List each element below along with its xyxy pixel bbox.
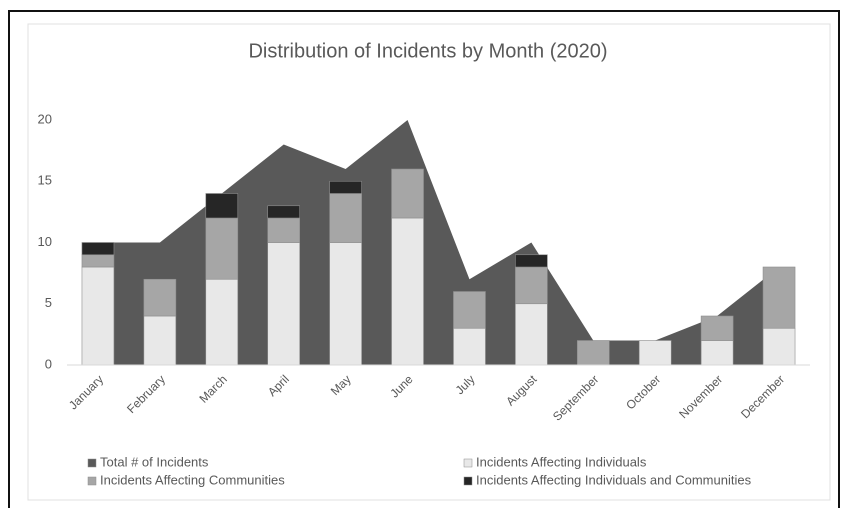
bar-segment [205, 193, 239, 219]
bar-segment [81, 266, 115, 366]
bar-segment [638, 340, 672, 366]
bar-segment [81, 242, 115, 256]
bar-segment [81, 254, 115, 268]
bar-segment [391, 168, 424, 219]
legend-label: Incidents Affecting Individuals [476, 454, 647, 469]
y-tick-label: 10 [38, 234, 52, 249]
legend-swatch [463, 458, 473, 468]
bar-segment [143, 278, 177, 317]
bar-segment [267, 242, 301, 366]
bar-segment [267, 205, 301, 219]
bar-segment [515, 266, 548, 305]
bar-segment [453, 291, 486, 329]
bar-segment [329, 193, 362, 243]
y-tick-label: 5 [45, 295, 52, 310]
bar-segment [576, 340, 610, 366]
y-tick-label: 20 [38, 111, 52, 126]
legend-swatch [87, 476, 97, 486]
y-tick-label: 0 [45, 356, 52, 371]
legend-swatch [87, 458, 97, 468]
bar-segment [329, 180, 362, 194]
y-tick-label: 15 [38, 173, 52, 188]
bar-segment [700, 315, 734, 341]
chart-title: Distribution of Incidents by Month (2020… [248, 40, 607, 62]
bar-segment [205, 278, 239, 366]
bar-segment [267, 217, 301, 243]
legend-label: Incidents Affecting Individuals and Comm… [476, 472, 752, 487]
bar-segment [329, 242, 362, 366]
bar-segment [700, 340, 734, 366]
bar-segment [453, 327, 486, 366]
bar-segment [143, 315, 177, 366]
bar-segment [515, 303, 548, 366]
legend-label: Incidents Affecting Communities [100, 472, 285, 487]
legend-swatch [463, 476, 473, 486]
bar-segment [391, 217, 424, 366]
legend-label: Total # of Incidents [100, 454, 209, 469]
bar-segment [205, 217, 239, 280]
bar-segment [762, 327, 796, 366]
bar-segment [762, 266, 796, 329]
bar-segment [515, 254, 548, 268]
